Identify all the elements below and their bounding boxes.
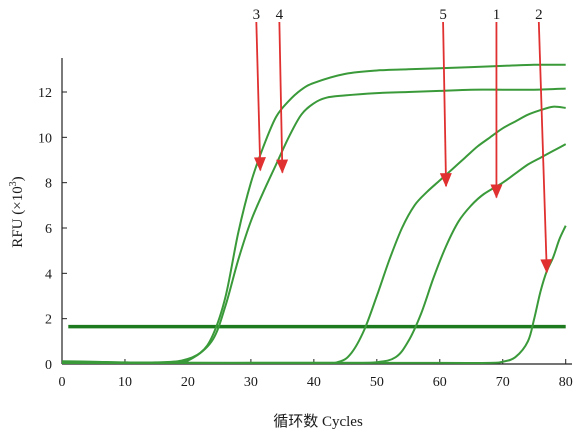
axes: [61, 58, 572, 365]
series-line-3: [61, 105, 566, 364]
arrow-head: [276, 159, 289, 174]
arrow-head: [439, 173, 452, 188]
y-tick-label: 12: [38, 86, 52, 101]
x-tick-label: 70: [496, 375, 510, 390]
series-line-2: [61, 87, 566, 364]
y-ticks: 0 2 4 6 8 10 12: [38, 86, 67, 373]
y-axis-label: RFU (×103): [8, 176, 26, 247]
arrow-shaft: [278, 21, 284, 173]
arrow-shaft: [255, 21, 262, 171]
y-tick-label: 8: [45, 177, 52, 192]
y-tick-label: 6: [45, 222, 52, 237]
arrow-head: [490, 184, 503, 199]
y-axis-label-sup: 3: [8, 181, 19, 186]
y-tick-label: 4: [45, 267, 52, 282]
x-tick-label: 50: [370, 375, 384, 390]
arrow-head: [253, 157, 266, 172]
x-tick-label: 80: [559, 375, 573, 390]
arrow-shaft: [442, 21, 447, 187]
y-tick-label: 2: [45, 313, 52, 328]
series-group: [61, 63, 567, 364]
arrow-head: [540, 259, 553, 274]
y-axis-label-main: RFU (×10: [10, 186, 26, 247]
arrow-shaft: [537, 21, 548, 273]
x-tick-label: 30: [244, 375, 258, 390]
x-tick-label: 40: [307, 375, 321, 390]
x-axis-label: 循环数 Cycles: [273, 413, 363, 430]
series-line-5: [61, 225, 567, 364]
x-tick-label: 20: [181, 375, 195, 390]
series-line-4: [61, 143, 567, 364]
y-tick-label: 10: [38, 131, 52, 146]
arrow-label-1: 1: [493, 7, 501, 23]
arrow-label-2: 2: [535, 7, 543, 23]
arrow-label-4: 4: [276, 7, 284, 23]
series-line-1: [61, 63, 566, 364]
x-tick-label: 0: [59, 375, 66, 390]
x-ticks: 0 10 20 30 40 50 60 70 80: [59, 359, 573, 390]
x-tick-label: 60: [433, 375, 447, 390]
x-tick-label: 10: [118, 375, 132, 390]
y-axis-label-end: ): [10, 176, 26, 181]
arrow-label-5: 5: [439, 7, 447, 23]
y-tick-label: 0: [45, 358, 52, 373]
arrow-label-3: 3: [253, 7, 261, 23]
